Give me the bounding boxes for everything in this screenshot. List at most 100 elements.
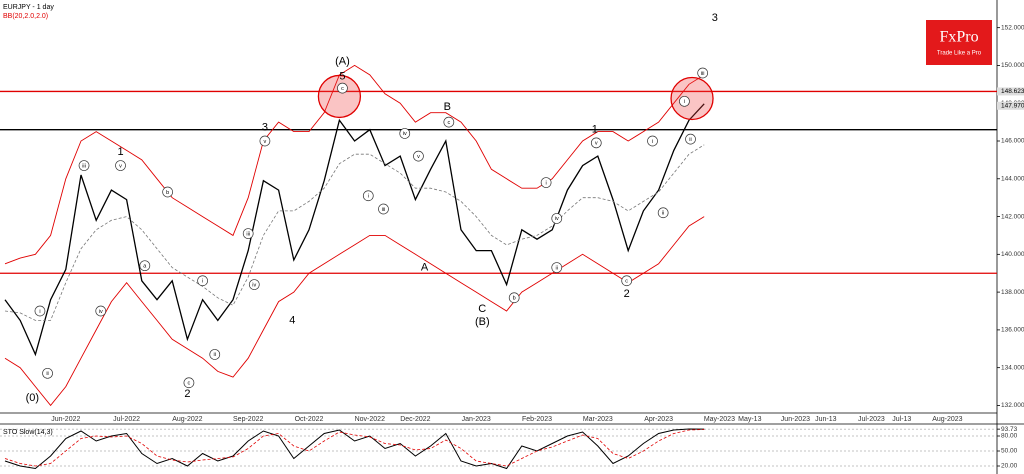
- x-tick-label: Jun-2022: [51, 416, 80, 423]
- series-line: [4, 103, 705, 357]
- wave-circle: [242, 228, 254, 239]
- wave-label: v: [595, 141, 598, 147]
- chart-title: EURJPY - 1 day: [3, 4, 54, 11]
- y-tick-label: 132.000: [1001, 402, 1024, 409]
- wave-circle: [78, 160, 90, 171]
- wave-circle: [259, 135, 271, 147]
- wave-label: i: [684, 99, 685, 105]
- x-tick-label: May-13: [738, 416, 761, 423]
- wave-label: (B): [475, 316, 490, 328]
- wave-label: c: [625, 279, 628, 285]
- x-tick-label: Jun-13: [815, 416, 837, 423]
- x-tick-label: Feb-2023: [522, 416, 552, 423]
- x-tick-label: Dec-2022: [400, 416, 430, 423]
- wave-circle: [183, 377, 195, 389]
- wave-label: iii: [246, 231, 250, 237]
- wave-label: ii: [689, 137, 691, 143]
- wave-circle: [139, 260, 151, 272]
- wave-label: a: [143, 263, 147, 269]
- x-tick-label: Sep-2022: [233, 416, 263, 423]
- wave-label: c: [341, 86, 344, 92]
- wave-circle: [248, 279, 260, 290]
- x-tick-label: Jul-2023: [858, 416, 885, 423]
- wave-circle: [95, 305, 107, 317]
- x-tick-label: Aug-2022: [172, 416, 202, 423]
- wave-circle: [647, 135, 658, 147]
- x-tick-label: Aug-2023: [932, 416, 962, 423]
- wave-label: iii: [382, 207, 386, 213]
- stochastic-title: STO Slow(14,3): [3, 429, 53, 436]
- wave-label: b: [166, 190, 169, 196]
- y-tick-label: 150.000: [1001, 62, 1024, 69]
- wave-label: A: [421, 261, 429, 273]
- wave-label: (A): [335, 56, 350, 68]
- wave-label: v: [119, 163, 122, 169]
- series-line: [4, 216, 705, 407]
- y-tick-label: 80.00: [1001, 433, 1018, 440]
- wave-circle: [685, 133, 696, 145]
- wave-label: i: [202, 279, 203, 285]
- logo-title: FxPro: [939, 29, 978, 46]
- y-tick-label: 152.000: [1001, 24, 1024, 31]
- logo-subtitle: Trade Like a Pro: [937, 51, 982, 57]
- y-tick-label: 20.00: [1001, 463, 1018, 470]
- wave-label: c: [447, 120, 450, 126]
- wave-circle: [443, 116, 455, 128]
- x-tick-label: May-2023: [704, 416, 735, 423]
- wave-circle: [697, 67, 709, 79]
- x-tick-label: Jan-2023: [462, 416, 491, 423]
- wave-circle: [162, 186, 173, 198]
- wave-label: B: [444, 101, 451, 113]
- y-tick-label: 140.000: [1001, 251, 1024, 258]
- logo-box: [926, 20, 992, 65]
- wave-label: (0): [26, 392, 39, 404]
- y-tick-label: 144.000: [1001, 175, 1024, 182]
- series-line: [4, 428, 705, 470]
- wave-label: ii: [556, 265, 558, 271]
- indicator-label: BB(20,2.0,2.0): [3, 13, 48, 20]
- wave-label: 3: [712, 12, 718, 24]
- wave-label: ii: [214, 352, 216, 358]
- wave-circle: [590, 137, 602, 149]
- wave-label: 2: [624, 288, 630, 300]
- wave-label: i: [652, 139, 653, 145]
- wave-label: 1: [592, 124, 598, 136]
- wave-label: iv: [403, 131, 407, 137]
- highlight-circle: [317, 74, 362, 119]
- wave-label: 2: [184, 388, 190, 400]
- wave-label: v: [264, 139, 267, 145]
- wave-label: ii: [662, 211, 664, 217]
- x-tick-label: Oct-2022: [295, 416, 324, 423]
- x-tick-label: Jun-2023: [781, 416, 810, 423]
- wave-label: i: [546, 180, 547, 186]
- y-tick-label: 134.000: [1001, 364, 1024, 371]
- wave-circle: [337, 82, 348, 94]
- series-line: [4, 429, 705, 467]
- price-label: 148.623: [1001, 88, 1024, 95]
- wave-circle: [362, 190, 374, 202]
- wave-circle: [551, 213, 563, 224]
- y-tick-label: 142.000: [1001, 213, 1024, 220]
- wave-circle: [679, 95, 690, 107]
- x-tick-label: Jul-13: [892, 416, 911, 423]
- price-label: 147.970: [1001, 103, 1024, 110]
- x-tick-label: Nov-2022: [355, 416, 385, 423]
- wave-label: 3: [262, 122, 268, 134]
- y-tick-label: 138.000: [1001, 289, 1024, 296]
- wave-circle: [551, 262, 563, 273]
- wave-label: ii: [46, 371, 48, 377]
- wave-label: iv: [252, 282, 256, 288]
- wave-circle: [378, 203, 389, 215]
- wave-label: 5: [339, 71, 345, 83]
- wave-label: b: [513, 296, 516, 302]
- series-line: [4, 144, 705, 321]
- wave-label: iv: [555, 216, 559, 222]
- x-tick-label: Jul-2022: [113, 416, 140, 423]
- wave-circle: [621, 275, 633, 287]
- y-tick-label: 50.00: [1001, 448, 1018, 455]
- wave-label: i: [368, 194, 369, 200]
- wave-circle: [508, 292, 520, 304]
- wave-label: iii: [701, 71, 705, 77]
- y-tick-label: 136.000: [1001, 327, 1024, 334]
